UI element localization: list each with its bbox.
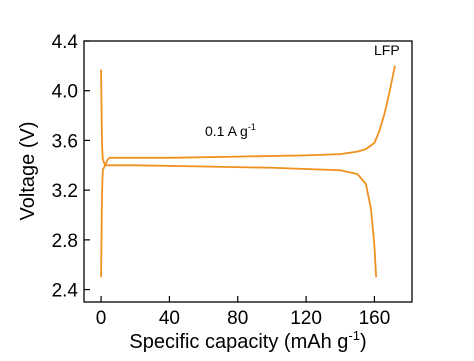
y-tick-label: 4.0 xyxy=(52,82,78,103)
y-tick-label: 2.4 xyxy=(52,281,79,302)
x-axis-label-text: Specific capacity (mAh g xyxy=(129,331,348,353)
annotation-text: 0.1 A g xyxy=(205,123,248,139)
x-axis-label: Specific capacity (mAh g-1) xyxy=(129,328,366,353)
y-tick-label: 3.2 xyxy=(52,181,78,202)
y-axis-label: Voltage (V) xyxy=(17,122,39,221)
x-tick-label: 40 xyxy=(159,308,180,329)
curve xyxy=(100,65,396,278)
x-axis-label-sup: -1 xyxy=(348,328,360,343)
y-tick-label: 4.4 xyxy=(52,32,79,53)
x-tick-label: 0 xyxy=(96,308,107,329)
x-tick-label: 160 xyxy=(359,308,391,329)
plot-frame xyxy=(83,40,413,303)
material-label: LFP xyxy=(374,42,400,58)
x-tick-label: 80 xyxy=(227,308,248,329)
x-axis-label-tail: ) xyxy=(360,331,367,353)
annotation: 0.1 A g-1 xyxy=(205,122,256,139)
curve xyxy=(100,69,378,278)
y-tick-label: 2.8 xyxy=(52,231,78,252)
x-tick-label: 120 xyxy=(290,308,322,329)
y-tick-label: 3.6 xyxy=(52,131,78,152)
annotation-sup: -1 xyxy=(248,122,256,132)
